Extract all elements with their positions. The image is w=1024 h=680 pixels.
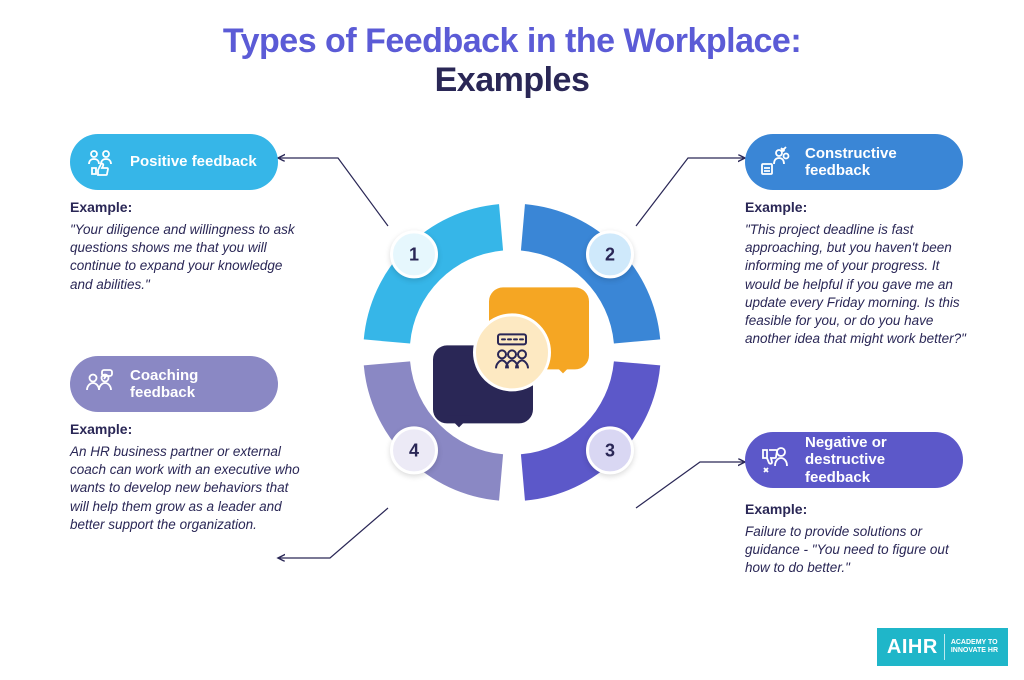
segment-ring: 1 2 3 4 [357, 197, 667, 507]
example-label: Example: [745, 198, 977, 217]
logo-text-small: ACADEMY TO INNOVATE HR [951, 639, 998, 654]
page-title: Types of Feedback in the Workplace: Exam… [0, 0, 1024, 100]
coaching-bubble-icon [80, 364, 120, 404]
feedback-example-1: Example: "Your diligence and willingness … [70, 198, 302, 294]
example-text: An HR business partner or external coach… [70, 444, 300, 532]
example-text: Failure to provide solutions or guidance… [745, 524, 949, 575]
feedback-example-4: Example: An HR business partner or extern… [70, 420, 302, 534]
ring-badge-2: 2 [586, 230, 634, 278]
feedback-example-2: Example: "This project deadline is fast a… [745, 198, 977, 348]
example-text: "This project deadline is fast approachi… [745, 222, 966, 346]
pill-label: Constructive feedback [805, 145, 943, 180]
feedback-pill-1: Positive feedback [70, 134, 278, 190]
checklist-team-icon [755, 142, 795, 182]
pill-label: Coaching feedback [130, 367, 258, 402]
pill-label: Positive feedback [130, 153, 257, 170]
aihr-logo: AIHR ACADEMY TO INNOVATE HR [877, 628, 1008, 666]
example-label: Example: [70, 198, 302, 217]
logo-text-big: AIHR [887, 636, 938, 659]
ring-badge-4: 4 [390, 426, 438, 474]
example-label: Example: [745, 500, 977, 519]
ring-badge-1: 1 [390, 230, 438, 278]
thumbs-up-people-icon [80, 142, 120, 182]
thumbs-down-person-icon [755, 440, 795, 480]
center-illustration [427, 267, 597, 437]
title-line-2: Examples [0, 61, 1024, 100]
feedback-pill-4: Coaching feedback [70, 356, 278, 412]
pill-label: Negative or destructive feedback [805, 434, 943, 486]
center-people-icon [473, 313, 551, 391]
feedback-pill-2: Constructive feedback [745, 134, 963, 190]
example-text: "Your diligence and willingness to ask q… [70, 222, 295, 292]
feedback-pill-3: Negative or destructive feedback [745, 432, 963, 488]
ring-badge-3: 3 [586, 426, 634, 474]
logo-divider [944, 634, 945, 660]
example-label: Example: [70, 420, 302, 439]
feedback-example-3: Example: Failure to provide solutions or … [745, 500, 977, 578]
title-line-1: Types of Feedback in the Workplace: [0, 22, 1024, 61]
